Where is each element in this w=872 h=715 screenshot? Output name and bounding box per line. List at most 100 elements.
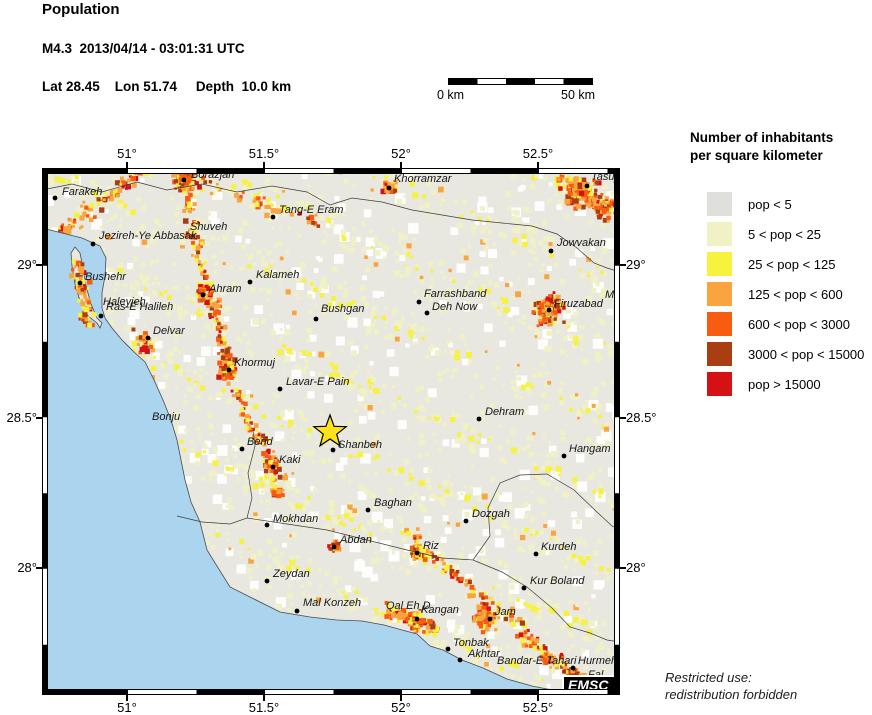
city-dot [226,367,232,373]
city-dot [386,185,392,191]
city-dot [200,292,206,298]
city-label: Hangam [569,443,611,455]
event-coordinates-depth: Lat 28.45 Lon 51.74 Depth 10.0 km [42,79,292,94]
lat-tick-right [620,417,626,419]
boundary-lines [42,181,620,643]
city-dot [331,544,337,550]
city-label: Bushehr [85,271,127,283]
legend-row: 5 < pop < 25 [690,222,872,246]
lon-tick-bottom [263,695,265,701]
lat-label-right: 28.5° [626,410,657,425]
city-dot [546,307,552,313]
city-label: Riz [423,540,439,552]
map-canvas: Farakeh Borazjan Khorramzar Tasuj Jezireh-Ye… [42,168,620,695]
lon-label-bottom: 52.5° [522,700,554,715]
city-label: Khormuj [234,357,276,369]
city-dot [365,507,371,513]
city-label: Kaki [279,454,301,466]
epicenter-star-icon [312,413,348,448]
city-label: Dozgah [472,508,510,520]
city-dot [487,616,493,622]
city-label: Kalameh [256,269,299,281]
lon-label-top: 52° [391,146,411,161]
city-dot [313,316,319,322]
lat-tick-right [620,567,626,569]
legend-swatch [707,252,732,276]
lat-label-right: 29° [626,257,646,272]
legend-row: pop > 15000 [690,372,872,396]
lon-label-bottom: 51° [117,700,137,715]
legend-label: 25 < pop < 125 [748,256,836,272]
legend-row: 600 < pop < 3000 [690,312,872,336]
lon-label-bottom: 52° [391,700,411,715]
restricted-use-notice: Restricted use: redistribution forbidden [665,669,797,703]
restricted-line1: Restricted use: [665,670,752,685]
lon-tick-bottom [537,695,539,701]
legend-label: pop < 5 [748,196,792,212]
city-label: Tonbak [453,637,489,649]
city-dot [98,313,104,319]
city-dot [561,453,567,459]
city-dot [90,241,96,247]
city-dot [264,578,270,584]
lat-tick-right [620,264,626,266]
lon-tick-bottom [400,695,402,701]
city-dot [476,416,482,422]
city-label: Tasuj [591,171,617,183]
map-frame: Farakeh Borazjan Khorramzar Tasuj Jezireh-Ye… [42,168,620,695]
city-label: Hurmeh [578,655,617,667]
lat-label-left: 28.5° [6,410,37,425]
city-dot [463,518,469,524]
legend-row: pop < 5 [690,192,872,216]
city-dot [52,195,58,201]
lat-label-left: 29° [17,257,37,272]
page-title: Population [42,1,120,18]
city-dot [277,386,283,392]
city-dot [445,646,451,652]
city-label: M [605,289,615,301]
city-dot [330,447,336,453]
city-label: Jezireh-Ye Abbasak [98,230,197,242]
legend-swatch [707,222,732,246]
map-border-left [42,168,48,695]
city-label: Akhtar [467,648,501,660]
legend-swatch [707,372,732,396]
city-dot [77,280,83,286]
legend-row: 125 < pop < 600 [690,282,872,306]
lon-label-top: 51° [117,146,137,161]
legend-swatch [707,312,732,336]
scale-bar-end-label: 50 km [561,88,596,102]
legend-label: pop > 15000 [748,376,821,392]
city-dot [416,299,422,305]
city-label: Khorramzar [394,173,453,185]
city-label: Ras-E Halileh [106,301,173,313]
city-dot [424,310,430,316]
city-label: Ahram [208,283,241,295]
city-dot [584,183,590,189]
city-label: Farrashband [424,288,487,300]
city-dot [414,550,420,556]
scale-bar-start-label: 0 km [437,88,465,102]
legend-label: 125 < pop < 600 [748,286,843,302]
map-border-bottom [42,689,620,695]
legend-title-line1: Number of inhabitants [690,130,834,145]
lon-tick-bottom [126,695,128,701]
city-label: Bonju [152,411,180,423]
map-border-top [42,168,620,174]
city-dot [548,248,554,254]
lon-label-top: 51.5° [248,146,280,161]
lat-label-right: 28° [626,560,646,575]
lon-label-bottom: 51.5° [248,700,280,715]
city-dot [270,214,276,220]
city-label: Kangan [421,604,459,616]
restricted-line2: redistribution forbidden [665,687,798,702]
city-label: Tang-E Eram [279,204,343,216]
legend-title: Number of inhabitants per square kilomet… [690,129,872,165]
legend-row: 25 < pop < 125 [690,252,872,276]
lat-label-left: 28° [17,560,37,575]
peninsula-density [69,259,97,328]
city-label: Shuveh [190,221,227,233]
legend-label: 3000 < pop < 15000 [748,346,865,362]
city-label: Qal Eh D [386,600,431,612]
city-dot [533,551,539,557]
